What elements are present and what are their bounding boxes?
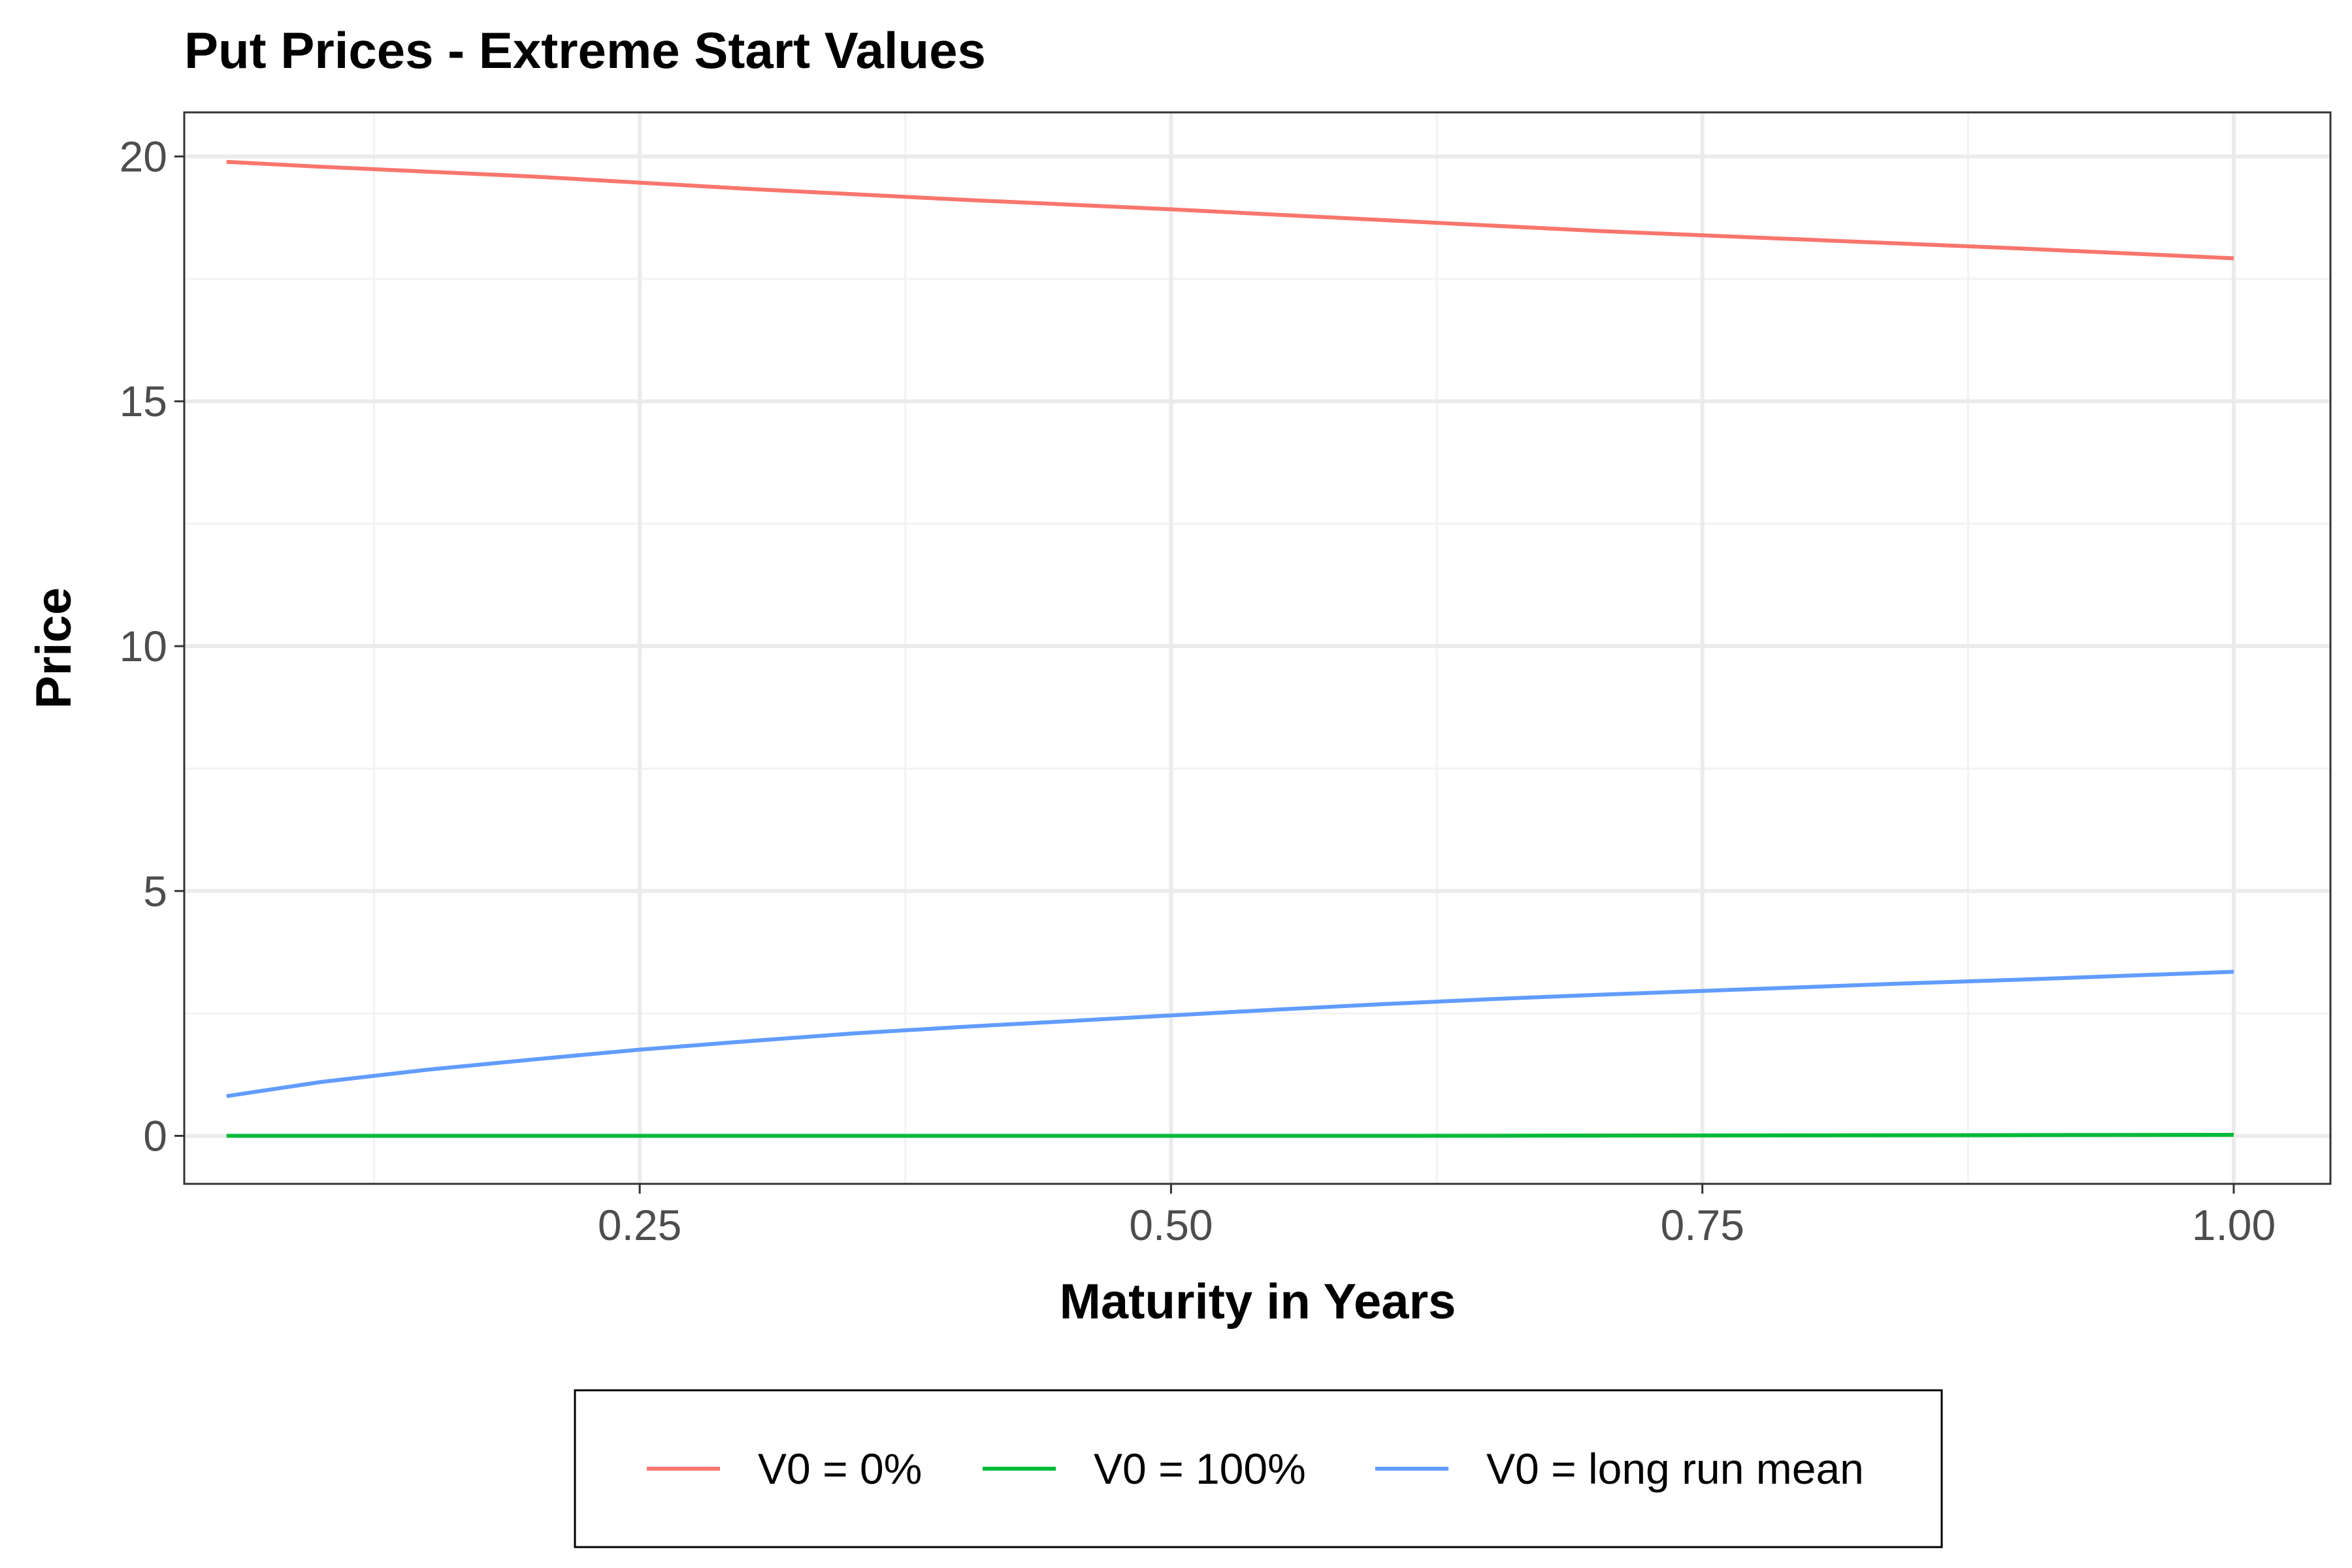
chart-title: Put Prices - Extreme Start Values <box>184 22 986 79</box>
x-tick-label: 0.75 <box>1660 1201 1744 1249</box>
legend-box <box>574 1389 1943 1548</box>
x-axis: 0.25 0.50 0.75 1.00 <box>598 1184 2276 1249</box>
legend-label-2: V0 = 100% <box>1094 1445 1306 1493</box>
legend-label-3: V0 = long run mean <box>1486 1445 1864 1493</box>
legend-items: V0 = 0% V0 = 100% V0 = long run mean <box>647 1445 1864 1493</box>
y-axis: 0 5 10 15 20 <box>120 132 184 1160</box>
x-tick-label: 1.00 <box>2192 1201 2276 1249</box>
y-tick-label: 15 <box>120 377 167 425</box>
y-tick-label: 10 <box>120 622 167 670</box>
series-line-2 <box>226 1133 2234 1138</box>
grid-minor <box>184 112 2330 1184</box>
series-line-1 <box>226 159 2234 261</box>
x-axis-title: Maturity in Years <box>1060 1274 1456 1330</box>
legend-label-1: V0 = 0% <box>758 1445 922 1493</box>
panel-border <box>183 111 2332 1185</box>
x-tick-label: 0.50 <box>1129 1201 1213 1249</box>
y-tick-label: 5 <box>143 867 167 915</box>
y-axis-title: Price <box>26 587 82 709</box>
x-tick-label: 0.25 <box>598 1201 681 1249</box>
y-tick-label: 20 <box>120 132 167 180</box>
y-tick-label: 0 <box>143 1112 167 1160</box>
series-layer <box>226 159 2234 1138</box>
legend: V0 = 0% V0 = 100% V0 = long run mean <box>574 1389 1943 1548</box>
plot-panel <box>183 111 2332 1185</box>
series-line-3 <box>226 970 2234 1098</box>
